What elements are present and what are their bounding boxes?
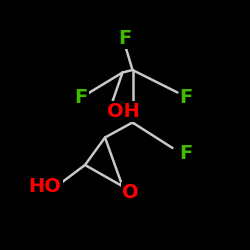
Text: HO: HO (29, 177, 62, 196)
Text: F: F (74, 88, 88, 107)
Text: F: F (118, 29, 132, 48)
Text: F: F (180, 88, 193, 107)
Text: OH: OH (108, 102, 140, 121)
Text: F: F (180, 144, 193, 163)
Text: O: O (122, 183, 138, 202)
